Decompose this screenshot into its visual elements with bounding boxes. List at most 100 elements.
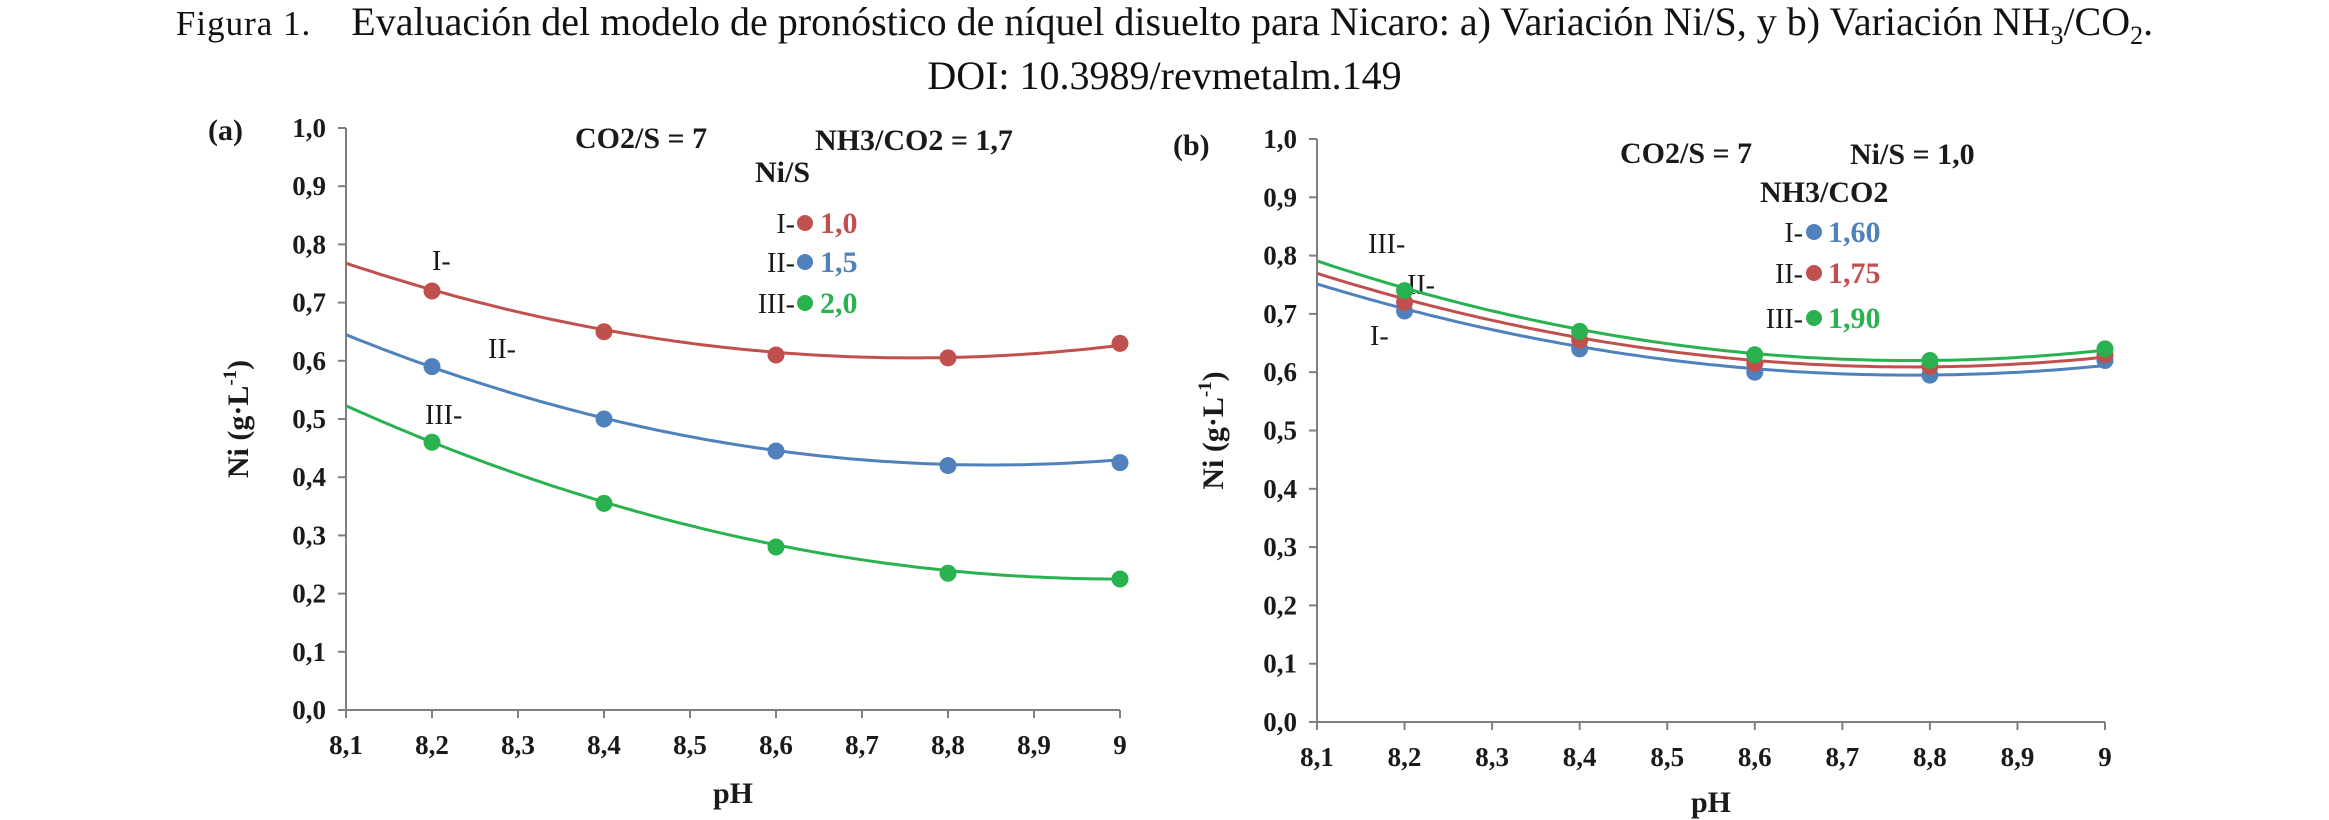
y-tick-label: 0,1 <box>1263 649 1297 679</box>
y-tick-label: 0,0 <box>1263 707 1297 737</box>
series-line <box>345 404 1120 581</box>
chart-panel-b: 0,0 0,1 0,2 0,3 0,4 0,5 0,6 0,7 0,8 0,9 1,0 8,1 8,2 8… <box>1173 124 2114 819</box>
x-tick-label: 8,8 <box>1913 742 1947 772</box>
series-1: I- <box>345 246 1129 367</box>
y-tick-label: 1,0 <box>1263 124 1297 154</box>
x-tick-label: 8,4 <box>587 730 621 760</box>
legend-prefix: II- <box>767 248 795 279</box>
y-tick-label: 0,3 <box>1263 532 1297 562</box>
data-point <box>595 494 613 512</box>
x-tick-label: 8,9 <box>2001 742 2035 772</box>
y-tick-label: 0,0 <box>292 695 326 725</box>
legend: Ni/S I- 1,0 II- 1,5 III- 2,0 <box>755 156 858 320</box>
x-tick-label: 8,9 <box>1017 730 1051 760</box>
legend-value: 1,5 <box>820 246 858 279</box>
legend-marker <box>1806 265 1822 281</box>
series-line <box>1316 282 2106 377</box>
x-tick-label: 8,8 <box>931 730 965 760</box>
legend-prefix: II- <box>1775 259 1803 290</box>
legend-marker <box>797 215 813 231</box>
legend-marker <box>797 254 813 270</box>
parameter-annotation: CO2/S = 7 <box>575 122 707 155</box>
x-tick-label: 8,7 <box>1825 742 1859 772</box>
x-tick-label: 9 <box>1113 730 1127 760</box>
x-tick-label: 9 <box>2098 742 2112 772</box>
series-3: III- <box>1316 229 2114 370</box>
panel-label: (b) <box>1173 129 1210 162</box>
parameter-annotation: CO2/S = 7 <box>1620 137 1752 170</box>
y-tick-label: 0,9 <box>292 171 326 201</box>
x-tick-label: 8,3 <box>501 730 535 760</box>
x-tick-label: 8,1 <box>329 730 363 760</box>
y-tick-label: 1,0 <box>292 113 326 143</box>
legend-value: 1,75 <box>1828 257 1881 290</box>
data-point <box>939 457 957 475</box>
legend-value: 1,0 <box>820 207 858 240</box>
data-point <box>595 323 613 341</box>
series-label: III- <box>1368 229 1405 260</box>
series-2: II- <box>345 333 1129 475</box>
y-tick-label: 0,6 <box>1263 357 1297 387</box>
y-tick-label: 0,4 <box>1263 474 1297 504</box>
x-axis-title: pH <box>713 777 753 810</box>
data-point <box>423 433 441 451</box>
y-tick-label: 0,2 <box>1263 590 1297 620</box>
y-tick-label: 0,9 <box>1263 182 1297 212</box>
caption-doi: DOI: 10.3989/revmetalm.149 <box>927 53 1402 98</box>
series-line <box>345 261 1121 360</box>
data-point <box>1111 570 1129 588</box>
caption-text: Evaluación del modelo de pronóstico de n… <box>351 0 2154 51</box>
x-tick-label: 8,5 <box>1650 742 1684 772</box>
y-tick-label: 0,2 <box>292 579 326 609</box>
series-label: III- <box>425 400 462 431</box>
y-tick-label: 0,5 <box>1263 416 1297 446</box>
x-tick-label: 8,2 <box>1388 742 1422 772</box>
y-tick-label: 0,7 <box>292 288 326 318</box>
data-point <box>1396 293 1414 311</box>
legend-prefix: I- <box>1784 218 1803 249</box>
x-tick-label: 8,2 <box>415 730 449 760</box>
legend-marker <box>797 295 813 311</box>
y-tick-label: 0,8 <box>1263 241 1297 271</box>
data-point <box>939 349 957 367</box>
data-point <box>767 442 785 460</box>
data-point <box>767 538 785 556</box>
x-tick-label: 8,1 <box>1300 742 1334 772</box>
y-tick-label: 0,1 <box>292 637 326 667</box>
parameter-annotation: NH3/CO2 = 1,7 <box>815 124 1013 157</box>
series-line <box>1316 271 2106 369</box>
series-1: I- <box>1316 282 2114 384</box>
parameter-annotation: Ni/S = 1,0 <box>1850 138 1975 171</box>
legend-value: 1,90 <box>1828 302 1881 335</box>
panel-label: (a) <box>208 114 243 147</box>
x-tick-label: 8,6 <box>759 730 793 760</box>
data-point <box>1111 334 1129 352</box>
y-axis-title: Ni (g·L-1) <box>220 360 255 478</box>
legend-marker <box>1806 224 1822 240</box>
y-tick-label: 0,3 <box>292 520 326 550</box>
caption-title-line: Figura 1. Evaluación del modelo de pronó… <box>0 2 2329 56</box>
figure-label: Figura 1. <box>175 4 312 43</box>
x-tick-label: 8,6 <box>1738 742 1772 772</box>
data-point <box>1746 346 1764 364</box>
x-axis-title: pH <box>1691 786 1731 819</box>
data-point <box>939 564 957 582</box>
y-tick-label: 0,8 <box>292 229 326 259</box>
data-point <box>1571 322 1589 340</box>
series-label: I- <box>1370 321 1389 352</box>
y-tick-label: 0,7 <box>1263 299 1297 329</box>
legend: NH3/CO2 I- 1,60 II- 1,75 III- 1,90 <box>1760 176 1888 335</box>
series-label: II- <box>488 334 516 365</box>
data-point <box>595 410 613 428</box>
legend-marker <box>1806 310 1822 326</box>
series-3: III- <box>345 400 1129 588</box>
data-point <box>1396 282 1414 300</box>
legend-prefix: I- <box>776 209 795 240</box>
legend-value: 1,60 <box>1828 216 1881 249</box>
y-axis-title: Ni (g·L-1) <box>1195 371 1230 489</box>
y-tick-label: 0,4 <box>292 462 326 492</box>
legend-title: NH3/CO2 <box>1760 176 1888 209</box>
legend-value: 2,0 <box>820 287 858 320</box>
x-tick-label: 8,5 <box>673 730 707 760</box>
